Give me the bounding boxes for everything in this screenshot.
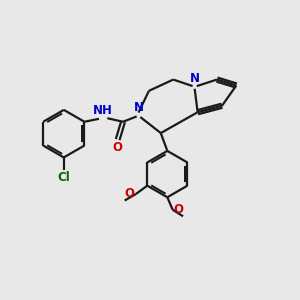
Text: N: N: [190, 72, 200, 85]
Text: N: N: [134, 101, 143, 114]
Text: NH: NH: [93, 104, 113, 117]
Text: Cl: Cl: [57, 171, 70, 184]
Text: O: O: [112, 141, 122, 154]
Text: O: O: [174, 203, 184, 216]
Text: O: O: [125, 188, 135, 200]
